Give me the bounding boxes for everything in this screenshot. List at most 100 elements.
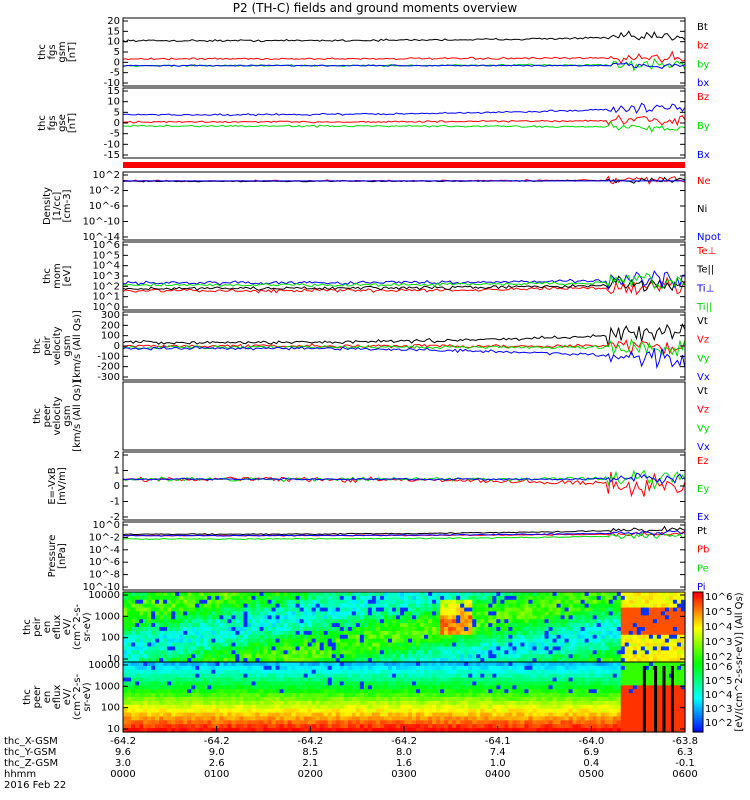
- spectrogram-cell: [171, 704, 176, 710]
- spectrogram-cell: [219, 638, 224, 644]
- spectrogram-cell: [600, 599, 606, 605]
- spectrogram-cell: [275, 724, 281, 729]
- spectrogram-cell: [299, 669, 305, 675]
- spectrogram-cell: [367, 654, 373, 659]
- spectrogram-cell: [327, 646, 333, 651]
- spectrogram-cell: [444, 642, 449, 648]
- legend-Ti⊥: Ti⊥: [696, 283, 714, 294]
- spectrogram-cell: [424, 615, 429, 620]
- spectrogram-cell: [464, 677, 469, 683]
- spectrogram-cell: [664, 592, 670, 597]
- spectrogram-cell: [612, 646, 618, 651]
- spectrogram-cell: [596, 595, 602, 601]
- spectrogram-cell: [608, 665, 614, 671]
- spectrogram-cell: [404, 595, 409, 601]
- spectrogram-cell: [243, 634, 249, 640]
- y-tick-label: -300: [97, 372, 120, 383]
- spectrogram-cell: [676, 658, 682, 663]
- spectrogram-cell: [672, 654, 678, 659]
- spectrogram-cell: [323, 716, 329, 721]
- spectrogram-cell: [251, 615, 257, 620]
- spectrogram-cell: [387, 627, 393, 632]
- spectrogram-cell: [572, 704, 578, 710]
- spectrogram-cell: [179, 724, 184, 729]
- spectrogram-cell: [476, 728, 481, 733]
- spectrogram-cell: [448, 592, 453, 597]
- spectrogram-cell: [480, 642, 485, 648]
- spectrogram-cell: [616, 595, 622, 601]
- spectrogram-cell: [267, 615, 273, 620]
- spectrogram-cell: [263, 712, 269, 718]
- spectrogram-cell: [311, 658, 317, 663]
- spectrogram-cell: [239, 603, 245, 609]
- spectrogram-cell: [420, 654, 425, 659]
- spectrogram-cell: [239, 646, 245, 651]
- spectrogram-cell: [143, 700, 148, 706]
- spectrogram-cell: [568, 658, 574, 663]
- spectrogram-cell: [395, 658, 401, 663]
- spectrogram-cell: [171, 650, 176, 655]
- spectrogram-cell: [379, 673, 385, 679]
- spectrogram-cell: [592, 728, 598, 733]
- spectrogram-cell: [243, 720, 249, 725]
- spectrogram-cell: [319, 611, 325, 616]
- spectrogram-cell: [460, 634, 465, 640]
- spectrogram-cell: [404, 615, 409, 620]
- spectrogram-cell: [556, 630, 562, 636]
- spectrogram-cell: [355, 634, 361, 640]
- spectrogram-cell: [359, 615, 365, 620]
- spectrogram-cell: [375, 716, 381, 721]
- spectrogram-cell: [404, 704, 409, 710]
- spectrogram-cell: [179, 700, 184, 706]
- spectrogram-cell: [564, 689, 570, 694]
- spectrogram-cell: [432, 650, 437, 655]
- spectrogram-cell: [480, 697, 485, 702]
- spectrogram-cell: [524, 669, 530, 675]
- spectrogram-cell: [227, 728, 232, 733]
- spectrogram-cell: [484, 673, 489, 679]
- spectrogram-cell: [592, 724, 598, 729]
- spectrogram-cell: [343, 642, 349, 648]
- spectrogram-cell: [576, 708, 582, 714]
- spectrogram-cell: [223, 673, 228, 679]
- spectrogram-cell: [155, 607, 160, 613]
- spectrogram-cell: [359, 704, 365, 710]
- spectrogram-cell: [440, 619, 445, 624]
- spectrogram-cell: [452, 728, 457, 733]
- spectrogram-cell: [347, 673, 353, 679]
- spectrogram-cell: [484, 669, 489, 675]
- spectrogram-cell: [552, 704, 558, 710]
- spectrogram-cell: [207, 642, 212, 648]
- spectrogram-cell: [287, 685, 293, 690]
- spectrogram-cell: [171, 623, 176, 628]
- spectrogram-cell: [223, 700, 228, 706]
- spectrogram-cell: [299, 592, 305, 597]
- spectrogram-cell: [568, 693, 574, 698]
- spectrogram-cell: [187, 708, 192, 714]
- spectrogram-cell: [251, 689, 257, 694]
- spectrogram-cell: [592, 720, 598, 725]
- spectrogram-cell: [135, 630, 140, 636]
- spectrogram-cell: [524, 592, 530, 597]
- spectrogram-cell: [456, 720, 461, 725]
- spectrogram-cell: [520, 704, 526, 710]
- spectrogram-cell: [508, 728, 513, 733]
- spectrogram-cell: [167, 716, 172, 721]
- spectrogram-cell: [175, 677, 180, 683]
- spectrogram-cell: [399, 642, 405, 648]
- spectrogram-cell: [612, 630, 618, 636]
- spectrogram-cell: [460, 592, 465, 597]
- spectrogram-cell: [351, 728, 357, 733]
- spectrogram-cell: [404, 599, 409, 605]
- spectrogram-cell: [327, 716, 333, 721]
- spectrogram-cell: [420, 611, 425, 616]
- spectrogram-cell: [524, 603, 530, 609]
- legend-Vt: Vt: [697, 386, 708, 397]
- spectrogram-cell: [552, 607, 558, 613]
- y-axis-label: mom: [52, 263, 63, 289]
- spectrogram-cell: [664, 623, 670, 628]
- spectrogram-cell: [496, 638, 501, 644]
- spectrogram-cell: [255, 650, 261, 655]
- spectrogram-cell: [528, 638, 534, 644]
- spectrogram-cell: [351, 720, 357, 725]
